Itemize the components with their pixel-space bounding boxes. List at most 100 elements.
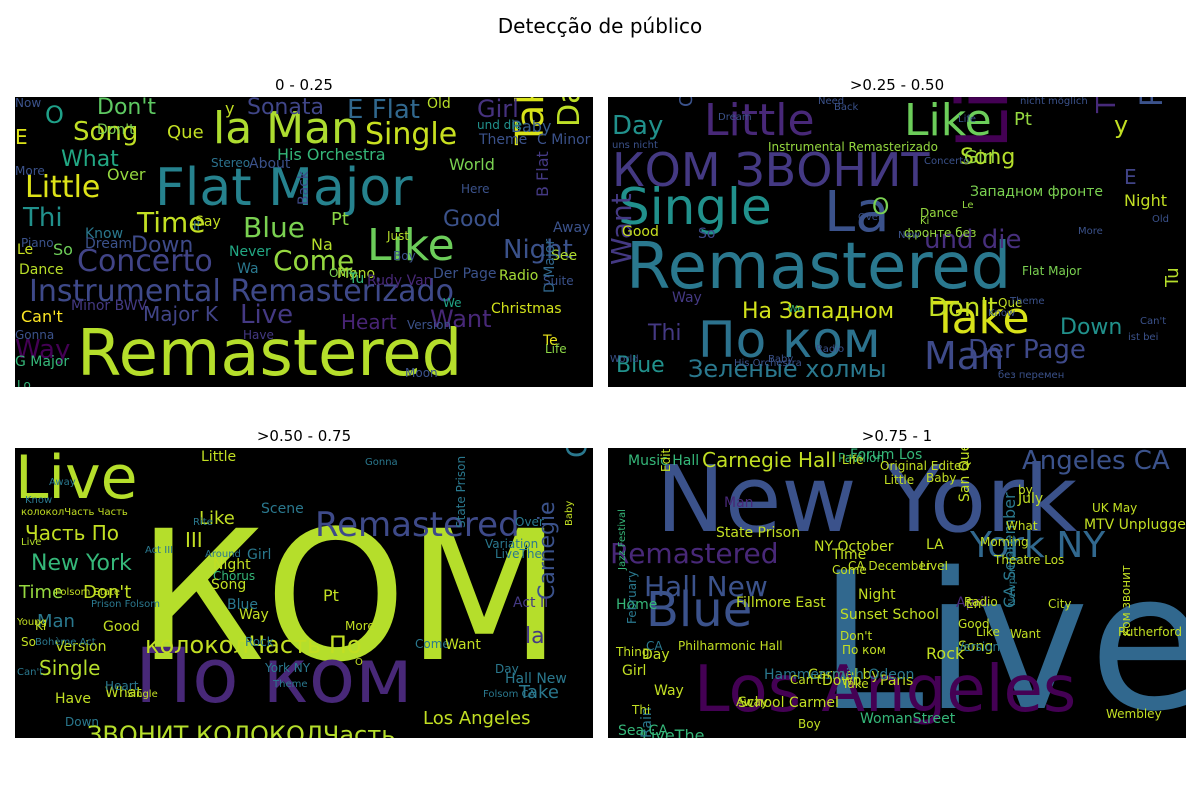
word-3-57: Prison Folsom xyxy=(91,599,160,610)
word-2-60: без перемен xyxy=(998,370,1065,381)
word-3-40: Folsom CA xyxy=(483,689,536,700)
word-2-41: Can't xyxy=(1140,316,1167,327)
word-4-14: MTV Unplugged xyxy=(1084,517,1186,533)
word-1-71: Boy xyxy=(393,249,416,263)
word-1-81: Here xyxy=(461,182,490,196)
word-1-61: Lo xyxy=(17,378,31,387)
word-1-14: Night xyxy=(503,235,573,265)
word-3-66: Single xyxy=(127,689,158,700)
word-4-21: Man xyxy=(724,495,754,511)
word-2-27: E xyxy=(1124,165,1137,189)
word-3-5: колоколЧасть По xyxy=(145,631,362,659)
word-3-34: Day xyxy=(495,662,519,676)
word-3-43: LiveThe xyxy=(495,547,542,561)
word-3-8: New York xyxy=(31,551,132,576)
word-4-31: Morning xyxy=(980,535,1029,549)
word-2-43: Radio xyxy=(816,344,845,355)
word-1-25: Good xyxy=(443,207,501,232)
word-3-11: Los Angeles xyxy=(423,708,531,729)
word-2-31: Good xyxy=(622,224,659,240)
word-2-46: Baby xyxy=(768,354,794,365)
word-1-51: Old xyxy=(427,97,451,112)
word-3-49: York NY xyxy=(265,661,311,675)
word-4-48: Good xyxy=(958,617,990,631)
word-4-29: Forum Los xyxy=(850,448,923,463)
word-3-39: Hall New xyxy=(505,671,567,687)
word-4-1: Live xyxy=(818,532,1186,738)
word-1-23: Down xyxy=(131,233,194,258)
word-2-24: Girl xyxy=(964,147,996,168)
word-4-44: Sea CA xyxy=(618,723,668,738)
word-1-11: Time xyxy=(137,206,206,239)
word-1-58: Piano xyxy=(21,236,54,250)
word-2-62: Dream xyxy=(718,112,752,123)
word-4-2: New York xyxy=(656,448,1078,553)
word-1-6: Instrumental Remasterizado xyxy=(29,274,454,309)
word-3-16: Time xyxy=(19,582,64,603)
word-3-6: ЗВОНИТ КОЛОКОЛЧасть xyxy=(87,721,396,738)
word-1-48: Der Page xyxy=(433,266,497,282)
word-1-54: Theme xyxy=(479,132,528,148)
panel-title-4: >0.75 - 1 xyxy=(861,427,933,445)
word-2-26: y xyxy=(1114,111,1129,139)
word-4-74: Edited Concert xyxy=(659,448,673,472)
word-4-17: Night xyxy=(858,587,896,603)
word-4-75: Philharmonic Hall xyxy=(678,639,783,653)
word-4-5: Angeles CA xyxy=(1022,448,1170,476)
word-2-58: Life xyxy=(958,114,977,125)
word-4-22: Rock xyxy=(926,644,965,663)
word-1-1: Remastered xyxy=(77,317,463,387)
word-4-52: Want xyxy=(1010,627,1041,641)
word-4-70: Radio xyxy=(964,595,998,609)
word-3-45: So xyxy=(21,635,36,649)
word-1-73: Version xyxy=(407,318,452,332)
word-1-17: Day xyxy=(552,97,587,127)
word-1-22: What xyxy=(61,147,119,172)
word-4-16: NY October xyxy=(814,539,894,555)
word-1-42: See xyxy=(551,248,578,264)
word-3-53: Over xyxy=(515,515,544,529)
word-2-40: Que xyxy=(998,296,1023,310)
word-2-38: Instrumental Remasterizado xyxy=(768,140,938,154)
word-2-29: Night xyxy=(1124,191,1167,210)
word-2-22: Song xyxy=(960,145,1016,170)
word-4-54: En xyxy=(966,597,982,611)
word-1-55: E xyxy=(15,125,28,149)
word-1-20: Sonata xyxy=(247,97,324,120)
word-1-77: Now xyxy=(15,97,42,110)
word-2-18: Day xyxy=(612,111,664,141)
word-1-32: Baby xyxy=(511,117,552,136)
word-4-71: Wembley xyxy=(1106,707,1162,721)
word-2-14: На Западном xyxy=(742,299,895,324)
word-3-21: Good xyxy=(103,619,140,635)
word-1-45: Only xyxy=(329,266,357,280)
word-3-24: Night xyxy=(213,557,251,573)
word-1-38: Dance xyxy=(19,262,64,278)
word-3-31: Scene xyxy=(261,501,304,517)
word-4-57: Baby xyxy=(926,471,957,485)
word-1-76: More xyxy=(15,164,45,178)
word-2-47: Know xyxy=(988,308,1016,319)
word-1-46: Tu xyxy=(349,271,365,287)
word-1-53: C Minor xyxy=(537,132,591,148)
word-2-21: Thi xyxy=(648,321,682,346)
word-1-47: Rudy Van xyxy=(367,273,433,289)
word-2-28: O xyxy=(872,195,890,220)
word-1-9: Concerto xyxy=(77,244,213,279)
word-1-27: Way xyxy=(15,335,71,365)
word-3-36: What xyxy=(105,685,142,701)
panel-title-3: >0.50 - 0.75 xyxy=(256,427,352,445)
word-1-10: Song xyxy=(73,117,139,147)
word-4-67: by xyxy=(1018,483,1033,497)
word-1-13: Come xyxy=(273,244,355,277)
word-4-9: Carnegie Hall xyxy=(702,448,837,472)
word-3-62: Rite xyxy=(193,517,213,528)
word-1-84: B Flat xyxy=(533,151,552,197)
word-4-40: Day xyxy=(642,647,670,663)
word-1-37: So xyxy=(53,240,73,259)
word-3-42: Act II xyxy=(513,595,549,611)
word-1-28: Major K xyxy=(143,302,218,326)
word-4-19: Song xyxy=(958,639,994,655)
word-1-31: World xyxy=(449,155,495,174)
